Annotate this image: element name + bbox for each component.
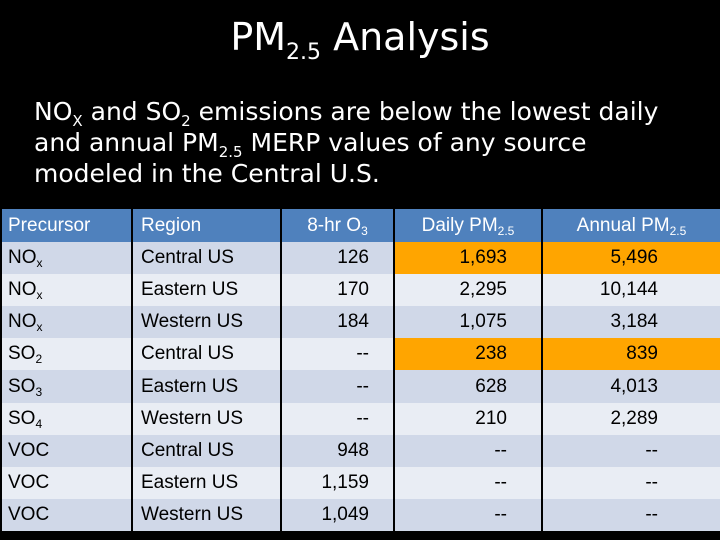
cell-daily-pm25: 210 [393, 402, 543, 435]
cell-o3: 170 [280, 274, 395, 307]
cell-precursor: NOx [0, 242, 133, 275]
table-row: SO3 Eastern US -- 628 4,013 [0, 370, 720, 403]
bullet-text: NOX and SO2 emissions are below the lowe… [34, 97, 659, 188]
table-row: VOC Western US 1,049 -- -- [0, 498, 720, 531]
table-row: SO4 Western US -- 210 2,289 [0, 402, 720, 435]
cell-o3: 184 [280, 306, 395, 339]
cell-o3: -- [280, 338, 395, 371]
cell-annual-pm25: 3,184 [541, 306, 720, 339]
table-row: SO2 Central US -- 238 839 [0, 338, 720, 371]
cell-daily-pm25: 628 [393, 370, 543, 403]
cell-daily-pm25: -- [393, 498, 543, 531]
cell-precursor: VOC [0, 466, 133, 499]
header-region: Region [131, 206, 282, 243]
cell-precursor: SO4 [0, 402, 133, 435]
cell-o3: -- [280, 370, 395, 403]
cell-o3: 126 [280, 242, 395, 275]
cell-region: Central US [131, 434, 282, 467]
cell-o3: 1,049 [280, 498, 395, 531]
cell-daily-pm25: 238 [393, 338, 543, 371]
cell-region: Eastern US [131, 370, 282, 403]
cell-region: Western US [131, 402, 282, 435]
cell-annual-pm25: -- [541, 466, 720, 499]
cell-annual-pm25: 2,289 [541, 402, 720, 435]
header-precursor: Precursor [0, 206, 133, 243]
cell-region: Central US [131, 338, 282, 371]
cell-precursor: SO3 [0, 370, 133, 403]
cell-daily-pm25: 1,693 [393, 242, 543, 275]
cell-o3: -- [280, 402, 395, 435]
cell-precursor: VOC [0, 434, 133, 467]
cell-precursor: VOC [0, 498, 133, 531]
merp-table: Precursor Region 8-hr O3 Daily PM2.5 Ann… [0, 206, 720, 531]
cell-precursor: SO2 [0, 338, 133, 371]
table-row: VOC Eastern US 1,159 -- -- [0, 466, 720, 499]
table-row: NOx Western US 184 1,075 3,184 [0, 306, 720, 339]
table-row: NOx Eastern US 170 2,295 10,144 [0, 274, 720, 307]
table-row: VOC Central US 948 -- -- [0, 434, 720, 467]
slide-title: PM2.5 Analysis [230, 15, 490, 65]
cell-daily-pm25: -- [393, 466, 543, 499]
header-daily-pm25: Daily PM2.5 [393, 206, 543, 243]
cell-o3: 1,159 [280, 466, 395, 499]
header-annual-pm25: Annual PM2.5 [541, 206, 720, 243]
cell-region: Western US [131, 498, 282, 531]
cell-daily-pm25: 1,075 [393, 306, 543, 339]
header-8hr-o3: 8-hr O3 [280, 206, 395, 243]
cell-annual-pm25: 839 [541, 338, 720, 371]
cell-precursor: NOx [0, 306, 133, 339]
cell-precursor: NOx [0, 274, 133, 307]
cell-annual-pm25: -- [541, 498, 720, 531]
cell-o3: 948 [280, 434, 395, 467]
cell-daily-pm25: -- [393, 434, 543, 467]
table-row: NOx Central US 126 1,693 5,496 [0, 242, 720, 275]
cell-region: Western US [131, 306, 282, 339]
cell-annual-pm25: 4,013 [541, 370, 720, 403]
cell-annual-pm25: 5,496 [541, 242, 720, 275]
cell-daily-pm25: 2,295 [393, 274, 543, 307]
table-header-row: Precursor Region 8-hr O3 Daily PM2.5 Ann… [0, 206, 720, 243]
cell-region: Eastern US [131, 466, 282, 499]
cell-annual-pm25: 10,144 [541, 274, 720, 307]
cell-region: Central US [131, 242, 282, 275]
cell-region: Eastern US [131, 274, 282, 307]
cell-annual-pm25: -- [541, 434, 720, 467]
